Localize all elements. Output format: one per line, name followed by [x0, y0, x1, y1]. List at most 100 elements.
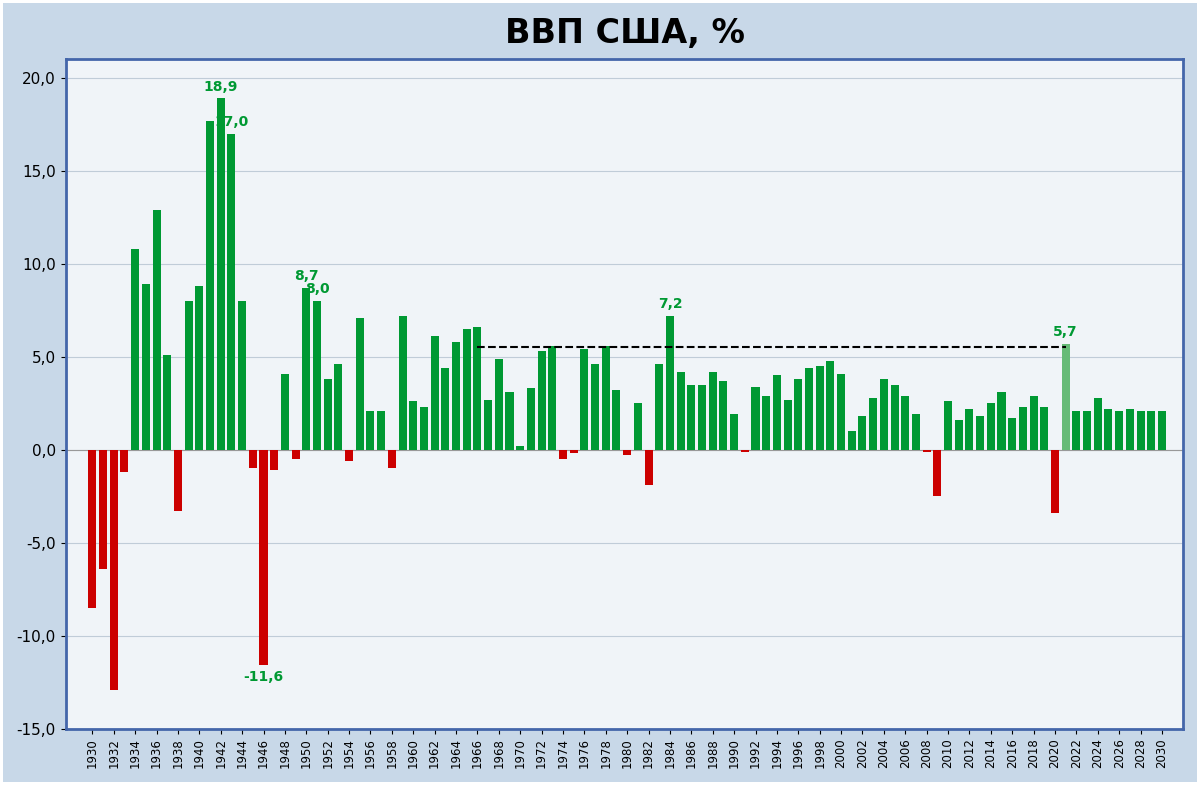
Bar [1030, 396, 1038, 450]
Bar [720, 381, 727, 450]
Bar [452, 342, 460, 450]
Bar [527, 389, 535, 450]
Bar [1115, 411, 1123, 450]
Bar [592, 364, 599, 450]
Bar [324, 379, 331, 450]
Bar [858, 416, 866, 450]
Bar [142, 284, 150, 450]
Bar [346, 450, 353, 461]
Bar [248, 450, 257, 469]
Bar [966, 409, 973, 450]
Bar [976, 416, 984, 450]
Bar [163, 355, 172, 450]
Bar [1019, 407, 1027, 450]
Bar [890, 385, 899, 450]
Bar [109, 450, 118, 689]
Title: ВВП США, %: ВВП США, % [504, 16, 744, 49]
Text: 7,2: 7,2 [658, 298, 683, 311]
Bar [751, 386, 760, 450]
Bar [196, 287, 203, 450]
Bar [581, 349, 588, 450]
Bar [548, 345, 557, 450]
Bar [1073, 411, 1080, 450]
Bar [1147, 411, 1156, 450]
Bar [612, 390, 620, 450]
Bar [206, 121, 214, 450]
Bar [986, 403, 995, 450]
Bar [270, 450, 278, 470]
Bar [100, 450, 107, 568]
Bar [997, 392, 1006, 450]
Bar [655, 364, 664, 450]
Bar [238, 301, 246, 450]
Bar [762, 396, 770, 450]
Bar [1136, 411, 1145, 450]
Bar [955, 420, 962, 450]
Bar [794, 379, 803, 450]
Bar [740, 450, 749, 451]
Bar [644, 450, 653, 485]
Bar [484, 400, 492, 450]
Bar [442, 368, 449, 450]
Bar [463, 329, 470, 450]
Text: -11,6: -11,6 [244, 670, 283, 684]
Text: 18,9: 18,9 [204, 80, 238, 93]
Bar [1126, 409, 1134, 450]
Bar [1084, 411, 1091, 450]
Bar [1051, 450, 1058, 513]
Bar [1062, 344, 1069, 450]
Bar [420, 407, 428, 450]
Bar [494, 359, 503, 450]
Bar [773, 375, 781, 450]
Bar [601, 345, 610, 450]
Bar [869, 398, 877, 450]
Bar [730, 414, 738, 450]
Bar [559, 450, 566, 459]
Bar [805, 368, 812, 450]
Bar [388, 450, 396, 469]
Bar [1040, 407, 1049, 450]
Bar [217, 98, 224, 450]
Bar [131, 249, 139, 450]
Text: 5,7: 5,7 [1054, 325, 1078, 339]
Bar [474, 327, 481, 450]
Bar [355, 318, 364, 450]
Bar [313, 301, 320, 450]
Bar [409, 401, 418, 450]
Bar [944, 401, 952, 450]
Bar [259, 450, 268, 666]
Bar [623, 450, 631, 455]
Bar [1008, 418, 1016, 450]
Bar [174, 450, 182, 511]
Bar [923, 450, 931, 451]
Text: 17,0: 17,0 [215, 115, 248, 129]
Bar [152, 210, 161, 450]
Bar [827, 360, 834, 450]
Bar [1093, 398, 1102, 450]
Bar [1158, 411, 1166, 450]
Bar [505, 392, 514, 450]
Bar [838, 374, 845, 450]
Text: 8,7: 8,7 [294, 269, 319, 283]
Bar [1104, 409, 1112, 450]
Bar [398, 316, 407, 450]
Bar [281, 374, 289, 450]
Bar [688, 385, 695, 450]
Bar [228, 133, 235, 450]
Bar [431, 336, 439, 450]
Bar [912, 414, 920, 450]
Text: 8,0: 8,0 [305, 283, 329, 297]
Bar [302, 288, 311, 450]
Bar [120, 450, 128, 472]
Bar [709, 371, 716, 450]
Bar [516, 446, 524, 450]
Bar [666, 316, 674, 450]
Bar [816, 366, 823, 450]
Bar [89, 450, 96, 608]
Bar [698, 385, 706, 450]
Bar [847, 431, 856, 450]
Bar [677, 371, 685, 450]
Bar [784, 400, 792, 450]
Bar [377, 411, 385, 450]
Bar [292, 450, 300, 459]
